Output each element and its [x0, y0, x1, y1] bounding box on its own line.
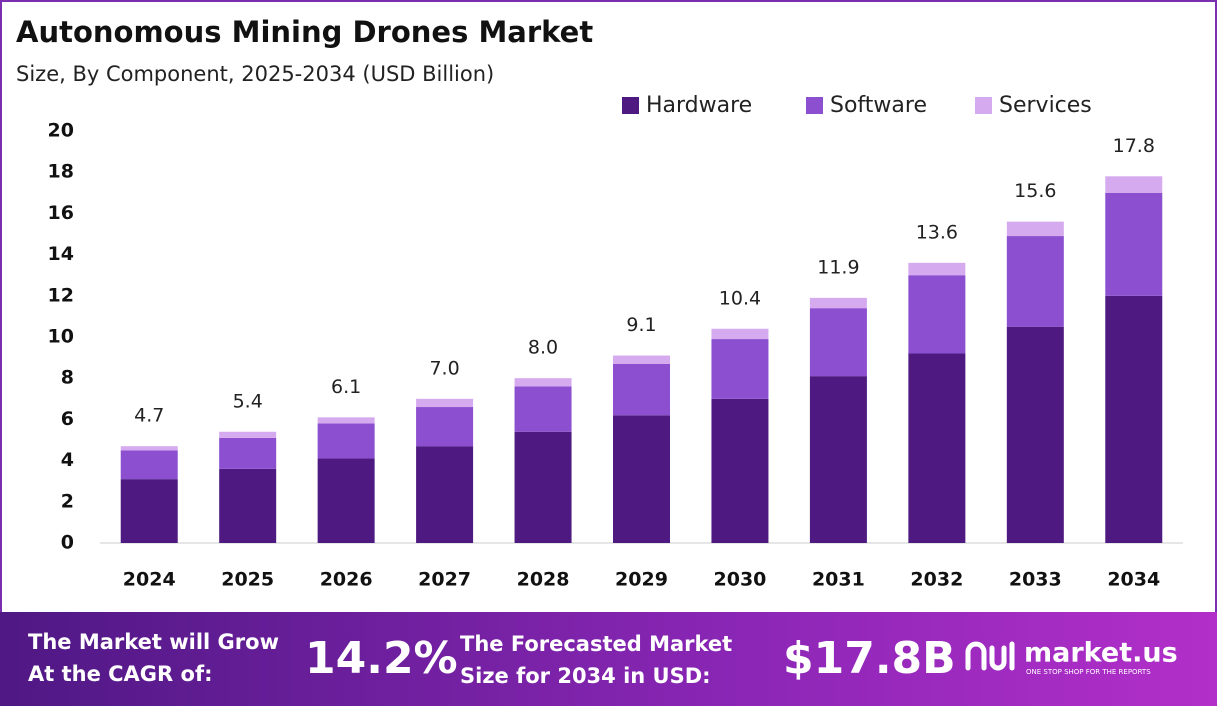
total-label: 6.1 — [331, 376, 361, 398]
x-tick-label: 2028 — [517, 569, 570, 591]
bar-segment — [219, 468, 277, 543]
legend-label: Services — [999, 93, 1092, 118]
bar-segment — [317, 423, 375, 459]
x-tick-label: 2025 — [221, 569, 274, 591]
total-label: 9.1 — [626, 314, 656, 336]
brand-logo — [965, 641, 1015, 671]
bar-segment — [416, 446, 474, 543]
forecast-value: $17.8B — [783, 633, 956, 684]
x-tick-label: 2034 — [1107, 569, 1160, 591]
y-tick-label: 0 — [61, 532, 74, 554]
bar-segment — [809, 308, 867, 377]
total-label: 15.6 — [1014, 180, 1056, 202]
total-label: 5.4 — [233, 390, 263, 412]
y-tick-label: 6 — [61, 408, 74, 430]
legend-swatch — [622, 97, 639, 114]
chart-title: Autonomous Mining Drones Market — [16, 15, 593, 49]
x-tick-label: 2033 — [1009, 569, 1062, 591]
bar-segment — [219, 437, 277, 469]
bar-segment — [317, 417, 375, 424]
bar-segment — [711, 398, 769, 543]
bar-segment — [1105, 176, 1163, 193]
bar-segment — [809, 297, 867, 309]
bar-segment — [809, 376, 867, 543]
bar-segment — [219, 431, 277, 438]
total-label: 11.9 — [817, 256, 859, 278]
bar-segment — [416, 407, 474, 447]
bar-segment — [613, 355, 670, 364]
chart-subtitle: Size, By Component, 2025-2034 (USD Billi… — [16, 62, 494, 86]
y-tick-label: 16 — [48, 202, 74, 224]
bar-segment — [514, 386, 572, 432]
y-tick-label: 2 — [61, 490, 74, 512]
y-tick-label: 14 — [48, 243, 74, 265]
x-tick-label: 2026 — [320, 569, 373, 591]
bar-segment — [711, 339, 769, 399]
x-tick-label: 2029 — [615, 569, 668, 591]
bar-segment — [120, 450, 178, 480]
cagr-text: The Market will Grow — [28, 630, 279, 654]
x-tick-label: 2030 — [714, 569, 767, 591]
bar-segment — [416, 398, 474, 408]
bar-segment — [613, 363, 670, 416]
bar-segment — [120, 479, 178, 543]
total-label: 13.6 — [916, 221, 958, 243]
legend-swatch — [975, 97, 992, 114]
total-label: 7.0 — [429, 357, 459, 379]
y-tick-label: 12 — [48, 284, 74, 306]
total-label: 17.8 — [1113, 135, 1155, 157]
brand: market.us — [1024, 638, 1178, 669]
y-tick-label: 10 — [48, 326, 74, 348]
total-label: 4.7 — [134, 405, 164, 427]
bar-segment — [908, 262, 966, 276]
cagr-value: 14.2% — [305, 633, 458, 684]
legend-label: Hardware — [646, 93, 752, 118]
bar-segment — [1006, 236, 1064, 327]
bar-segment — [317, 458, 375, 543]
bar-segment — [1105, 192, 1163, 296]
bar-segment — [711, 328, 769, 340]
y-tick-label: 18 — [48, 161, 74, 183]
x-tick-label: 2031 — [812, 569, 865, 591]
bar-segment — [1006, 326, 1064, 543]
x-tick-label: 2027 — [418, 569, 471, 591]
bar-segment — [908, 275, 966, 354]
forecast-text: Size for 2034 in USD: — [460, 664, 711, 688]
bar-segment — [908, 353, 966, 543]
bar-segment — [514, 378, 572, 387]
y-tick-label: 8 — [61, 367, 74, 389]
bar-segment — [1105, 295, 1163, 543]
bar-segment — [1006, 221, 1064, 237]
y-tick-label: 4 — [61, 449, 74, 471]
legend-label: Software — [830, 93, 927, 118]
total-label: 8.0 — [528, 337, 558, 359]
bar-segment — [514, 431, 572, 543]
cagr-text: At the CAGR of: — [28, 662, 213, 686]
brand-tagline: ONE STOP SHOP FOR THE REPORTS — [1026, 668, 1151, 676]
legend-swatch — [806, 97, 823, 114]
forecast-text: The Forecasted Market — [460, 632, 732, 656]
bar-segment — [613, 415, 670, 543]
x-tick-label: 2024 — [123, 569, 176, 591]
x-tick-label: 2032 — [910, 569, 963, 591]
total-label: 10.4 — [719, 287, 761, 309]
bar-segment — [120, 446, 178, 451]
y-tick-label: 20 — [48, 120, 74, 142]
